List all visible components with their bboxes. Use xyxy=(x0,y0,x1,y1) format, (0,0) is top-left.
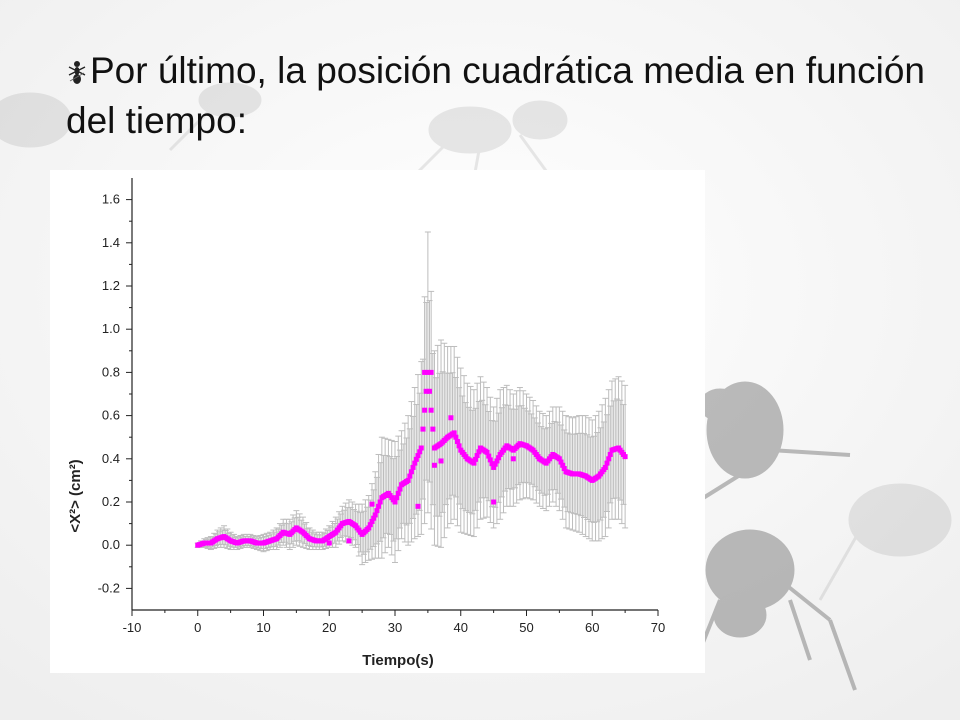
data-point xyxy=(392,499,398,505)
data-point xyxy=(496,455,502,461)
chart-panel: -10 0 10 20 30 40 50 60 70 -0.2 0.0 0.2 0.4 0.6 0.8 1.0… xyxy=(50,170,705,673)
y-tick-label: 0.6 xyxy=(102,408,120,423)
data-point xyxy=(474,453,480,459)
data-point xyxy=(622,454,628,460)
data-point xyxy=(369,518,375,524)
data-point xyxy=(415,453,421,459)
y-tick-label: 0.8 xyxy=(102,364,120,379)
y-tick-label: -0.2 xyxy=(98,580,120,595)
tick-labels-layer: -10 0 10 20 30 40 50 60 70 -0.2 0.0 0.2 0.4 0.6 0.8 1.0… xyxy=(98,192,666,635)
data-point xyxy=(558,459,564,465)
data-point xyxy=(448,415,454,421)
data-point xyxy=(346,538,352,544)
data-point xyxy=(371,515,377,521)
data-point xyxy=(410,464,416,470)
y-tick-label: 0.4 xyxy=(102,451,120,466)
data-point xyxy=(405,477,411,483)
data-point xyxy=(413,456,419,462)
data-point xyxy=(372,512,378,518)
data-point xyxy=(487,457,493,463)
data-point xyxy=(374,508,380,514)
slide-title: Por último, la posición cuadrática media… xyxy=(66,46,936,146)
y-tick-label: 1.2 xyxy=(102,278,120,293)
data-point xyxy=(428,369,434,375)
data-point xyxy=(407,473,413,479)
data-point xyxy=(367,522,373,528)
x-tick-label: 60 xyxy=(585,620,599,635)
data-point xyxy=(366,525,372,531)
data-point xyxy=(408,469,414,475)
x-tick-label: 10 xyxy=(256,620,270,635)
data-point xyxy=(394,495,400,501)
data-point xyxy=(415,503,421,509)
x-tick-label: -10 xyxy=(123,620,142,635)
data-point xyxy=(491,499,497,505)
data-point xyxy=(476,449,482,455)
data-point xyxy=(494,458,500,464)
data-point xyxy=(602,464,608,470)
data-point xyxy=(607,451,613,457)
data-point xyxy=(326,540,332,546)
data-point xyxy=(369,501,375,507)
y-tick-label: 0.2 xyxy=(102,494,120,509)
data-point xyxy=(560,462,566,468)
data-point xyxy=(427,388,433,394)
x-tick-label: 50 xyxy=(519,620,533,635)
data-point xyxy=(420,426,426,432)
data-point xyxy=(492,461,498,467)
data-point xyxy=(486,453,492,459)
data-point xyxy=(556,456,562,462)
data-point xyxy=(489,461,495,467)
y-tick-label: 0.0 xyxy=(102,537,120,552)
data-point xyxy=(430,426,436,432)
data-point xyxy=(422,369,428,375)
x-tick-label: 30 xyxy=(388,620,402,635)
data-point xyxy=(456,443,462,449)
x-tick-label: 0 xyxy=(194,620,201,635)
data-point xyxy=(425,369,431,375)
data-point xyxy=(431,462,437,468)
data-point xyxy=(491,464,497,470)
x-tick-label: 70 xyxy=(651,620,665,635)
data-point xyxy=(473,456,479,462)
data-point xyxy=(376,503,382,509)
y-axis-title: <X²> (cm²) xyxy=(67,459,84,532)
ant-bullet-icon xyxy=(68,61,86,84)
data-point xyxy=(510,456,516,462)
data-point xyxy=(397,486,403,492)
data-point xyxy=(453,434,459,440)
data-point xyxy=(418,445,424,451)
x-axis-title: Tiempo(s) xyxy=(362,652,433,669)
x-tick-label: 20 xyxy=(322,620,336,635)
data-point xyxy=(377,499,383,505)
msd-scatter-chart: -10 0 10 20 30 40 50 60 70 -0.2 0.0 0.2 0.4 0.6 0.8 1.0… xyxy=(67,178,666,669)
data-point xyxy=(484,449,490,455)
axes-layer xyxy=(126,178,659,616)
data-points-layer xyxy=(195,369,628,548)
data-point xyxy=(423,388,429,394)
x-tick-label: 40 xyxy=(454,620,468,635)
data-point xyxy=(428,407,434,413)
data-point xyxy=(412,460,418,466)
data-point xyxy=(561,466,567,472)
data-point xyxy=(537,456,543,462)
data-point xyxy=(438,458,444,464)
data-point xyxy=(606,456,612,462)
data-point xyxy=(417,449,423,455)
slide-title-text: Por último, la posición cuadrática media… xyxy=(66,50,926,141)
error-bars-layer xyxy=(194,231,629,566)
y-tick-label: 1.0 xyxy=(102,321,120,336)
data-point xyxy=(422,407,428,413)
data-point xyxy=(471,460,477,466)
data-point xyxy=(451,430,457,436)
y-tick-label: 1.4 xyxy=(102,235,120,250)
y-tick-label: 1.6 xyxy=(102,192,120,207)
data-point xyxy=(454,439,460,445)
data-point xyxy=(604,460,610,466)
data-point xyxy=(395,490,401,496)
